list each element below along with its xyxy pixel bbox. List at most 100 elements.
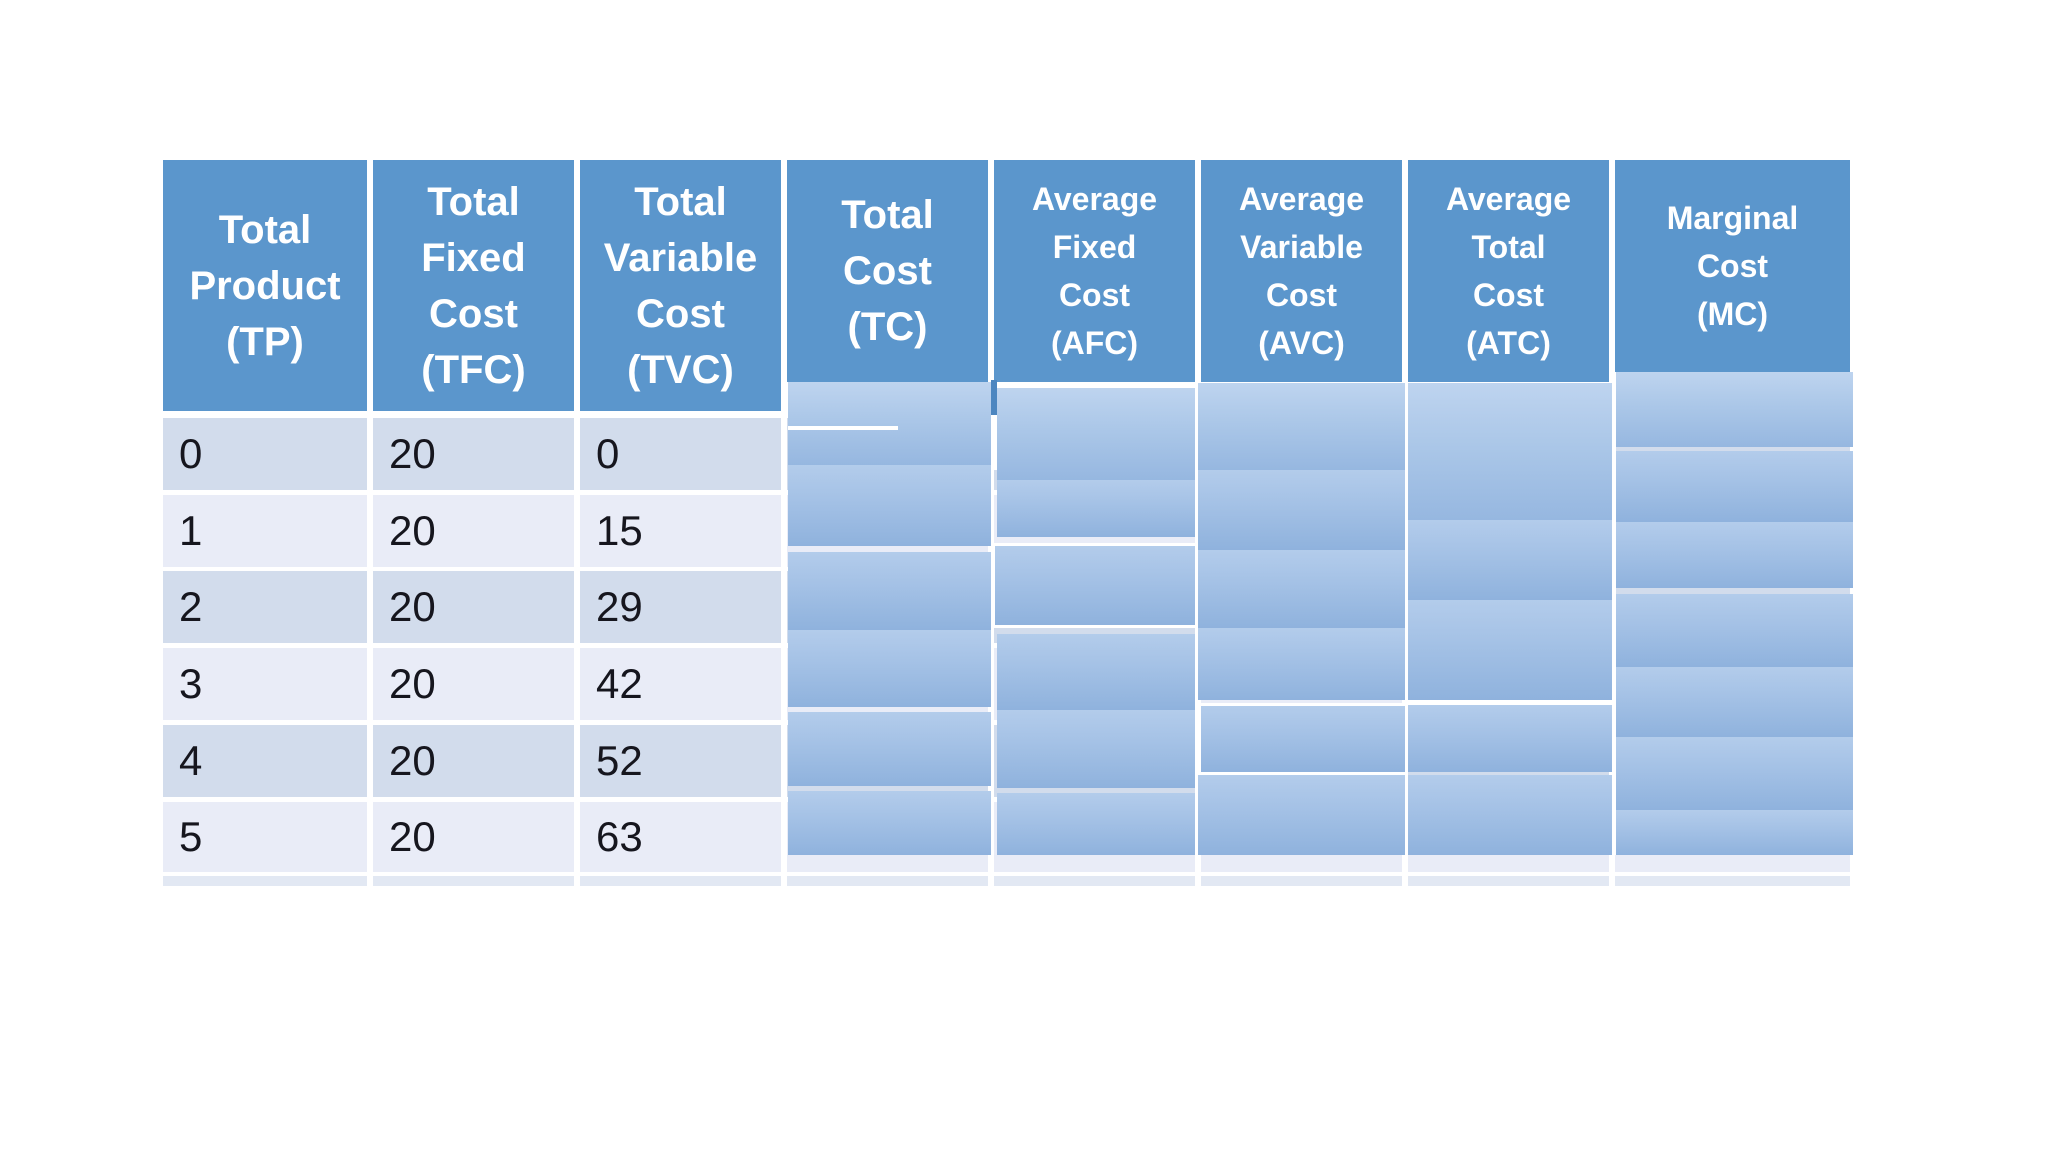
cell-tfc-4: 20 (373, 725, 574, 797)
cell-tvc-3: 42 (580, 648, 781, 720)
header-line: Cost (1472, 277, 1545, 313)
header-cell-mc: Marginal Cost (MC) (1615, 160, 1850, 372)
header-cell-avc: Average Variable Cost (AVC) (1201, 160, 1402, 382)
covered-answer-box (1408, 705, 1612, 772)
cell-tp-1: 1 (163, 495, 367, 567)
covered-answer-box (788, 382, 991, 465)
cell-tfc-1: 20 (373, 495, 574, 567)
covered-answer-box (1408, 775, 1612, 855)
cell-tp-2: 2 (163, 571, 367, 643)
header-line: Fixed (1052, 229, 1137, 265)
covered-answer-box (1408, 520, 1612, 600)
header-line: Fixed (421, 235, 526, 280)
covered-answer-box (1408, 383, 1612, 520)
cell-tfc-2: 20 (373, 571, 574, 643)
header-line: Total (1471, 229, 1546, 265)
cell-tp-5: 5 (163, 802, 367, 872)
cell-tp-0: 0 (163, 418, 367, 490)
header-cell-tfc: Total Fixed Cost (TFC) (373, 160, 574, 411)
covered-answer-box (788, 465, 991, 546)
header-line: Average (1238, 181, 1365, 217)
header-line: Cost (1058, 277, 1131, 313)
covered-answer-box (1198, 775, 1405, 855)
cell-tp-4: 4 (163, 725, 367, 797)
covered-answer-box (997, 480, 1195, 537)
covered-answer-box (997, 710, 1195, 788)
covered-answer-box (1198, 470, 1405, 550)
header-line: Cost (1696, 248, 1769, 284)
header-line: Cost (636, 291, 725, 336)
covered-answer-box (1616, 737, 1853, 810)
header-line: (TC) (847, 305, 928, 349)
covered-answer-box (1198, 628, 1405, 700)
gap-tc-afc-vertical (991, 382, 997, 470)
covered-answer-box (1616, 522, 1853, 588)
dark-sliver (991, 380, 997, 415)
covered-answer-box (1616, 451, 1853, 522)
gap-atc-mc-vertical (1612, 372, 1616, 855)
covered-answer-box (788, 791, 991, 855)
covered-answer-box (788, 552, 991, 630)
cell-tvc-4: 52 (580, 725, 781, 797)
header-line: Cost (1265, 277, 1338, 313)
header-line: Product (189, 263, 341, 308)
cell-tfc-3: 20 (373, 648, 574, 720)
covered-answer-box (1616, 372, 1853, 447)
header-cell-atc: Average Total Cost (ATC) (1408, 160, 1609, 382)
bottom-strip-tc (787, 876, 988, 886)
header-line: Cost (843, 249, 932, 293)
gap-atc-horizontal (1408, 700, 1612, 705)
bottom-strip-avc (1201, 876, 1402, 886)
header-line: (TVC) (627, 347, 734, 392)
cell-tvc-0: 0 (580, 418, 781, 490)
header-line: Average (1031, 181, 1158, 217)
covered-answer-box (788, 630, 991, 707)
covered-answer-box (1198, 383, 1405, 470)
cell-tp-3: 3 (163, 648, 367, 720)
header-cell-tvc: Total Variable Cost (TVC) (580, 160, 781, 411)
covered-answer-box-outlined (992, 543, 1198, 628)
covered-answer-box-outlined (1198, 703, 1408, 775)
header-cell-tp: Total Product (TP) (163, 160, 367, 411)
bottom-strip-afc (994, 876, 1195, 886)
header-line: Total (841, 193, 934, 237)
gap-afc-avc-vertical (1195, 383, 1198, 540)
header-line: Variable (603, 235, 758, 280)
header-line: (AFC) (1050, 325, 1139, 361)
header-cell-afc: Average Fixed Cost (AFC) (994, 160, 1195, 382)
cell-tvc-2: 29 (580, 571, 781, 643)
covered-answer-box (788, 712, 991, 786)
header-line: (AVC) (1258, 325, 1345, 361)
header-line: Total (427, 179, 520, 224)
header-line: Cost (429, 291, 518, 336)
header-cell-tc: Total Cost (TC) (787, 160, 988, 382)
header-line: (MC) (1696, 296, 1769, 332)
covered-answer-box (1616, 667, 1853, 737)
gap-under-tc-header (788, 426, 898, 430)
covered-answer-box (1198, 550, 1405, 628)
covered-answer-box (1616, 810, 1853, 855)
cell-tfc-0: 20 (373, 418, 574, 490)
header-line: Average (1445, 181, 1572, 217)
cell-tvc-1: 15 (580, 495, 781, 567)
covered-answer-box (1408, 600, 1612, 700)
covered-answer-box (997, 388, 1195, 480)
bottom-strip-mc (1615, 876, 1850, 886)
bottom-strip-atc (1408, 876, 1609, 886)
header-line: (TP) (226, 319, 304, 364)
header-line: Variable (1240, 229, 1363, 265)
bottom-strip-tp (163, 876, 367, 886)
bottom-strip-tfc (373, 876, 574, 886)
header-line: Marginal (1666, 200, 1799, 236)
covered-answer-box (997, 793, 1195, 855)
header-line: Total (634, 179, 727, 224)
covered-answer-box (1616, 594, 1853, 667)
header-line: Total (218, 207, 312, 252)
header-line: (TFC) (421, 347, 526, 392)
cell-tfc-5: 20 (373, 802, 574, 872)
bottom-strip-tvc (580, 876, 781, 886)
cell-tvc-5: 63 (580, 802, 781, 872)
header-line: (ATC) (1466, 325, 1551, 361)
